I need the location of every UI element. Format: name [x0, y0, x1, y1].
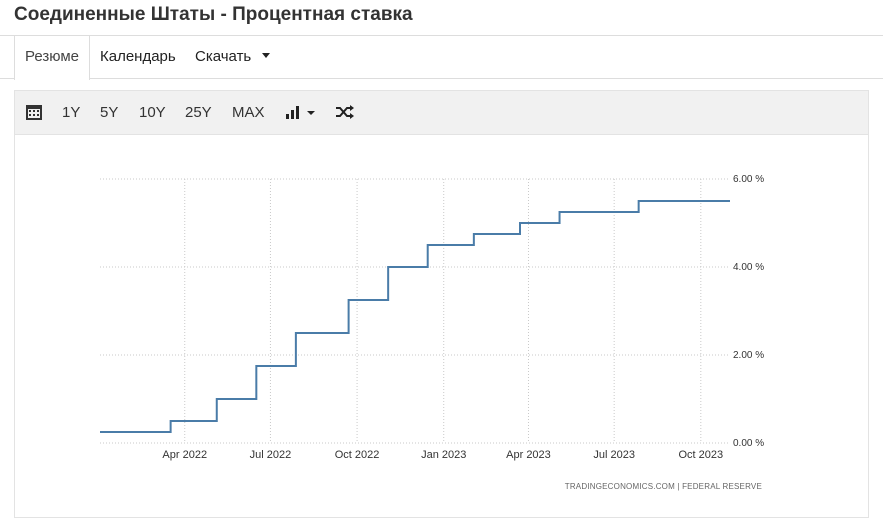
x-tick-label: Jul 2022 [250, 449, 292, 461]
y-tick-label: 2.00 % [733, 350, 764, 361]
x-tick-label: Apr 2023 [506, 449, 551, 461]
tab-download[interactable]: Скачать [195, 36, 271, 79]
range-25y-button[interactable]: 25Y [185, 104, 212, 121]
chevron-down-icon [307, 111, 315, 115]
chart-toolbar: 1Y 5Y 10Y 25Y MAX [15, 91, 868, 135]
interest-rate-chart: 0.00 % 2.00 % 4.00 % 6.00 % Apr 2022 Jul 202… [100, 174, 764, 491]
calendar-icon[interactable] [25, 103, 43, 126]
source-attribution: TRADINGECONOMICS.COM | FEDERAL RESERVE [565, 482, 762, 491]
range-1y-button[interactable]: 1Y [62, 104, 81, 121]
x-tick-label: Jan 2023 [421, 449, 466, 461]
tab-summary-label: Резюме [25, 48, 79, 65]
x-tick-label: Jul 2023 [593, 449, 635, 461]
x-axis: Apr 2022 Jul 2022 Oct 2022 Jan 2023 Apr 2023… [162, 449, 723, 461]
tab-bar: Резюме Календарь Скачать [0, 35, 883, 80]
page-title: Соединенные Штаты - Процентная ставка [14, 4, 413, 25]
chart-grid [100, 178, 730, 444]
chevron-down-icon [262, 53, 271, 58]
y-tick-label: 0.00 % [733, 438, 764, 449]
y-tick-label: 4.00 % [733, 262, 764, 273]
tab-calendar-label: Календарь [100, 48, 176, 65]
series-line [100, 200, 730, 433]
range-10y-button[interactable]: 10Y [139, 104, 166, 121]
range-max-button[interactable]: MAX [232, 104, 265, 121]
x-tick-label: Apr 2022 [162, 449, 207, 461]
x-tick-label: Oct 2022 [335, 449, 380, 461]
shuffle-icon[interactable] [335, 104, 355, 125]
y-axis: 0.00 % 2.00 % 4.00 % 6.00 % [733, 174, 764, 449]
tab-calendar[interactable]: Календарь [100, 36, 176, 79]
chart-panel: 1Y 5Y 10Y 25Y MAX 0.00 % 2.00 % 4.00 % 6.00… [14, 90, 869, 518]
y-tick-label: 6.00 % [733, 174, 764, 185]
x-tick-label: Oct 2023 [678, 449, 723, 461]
bar-chart-icon[interactable] [285, 104, 319, 125]
tab-download-label: Скачать [195, 48, 252, 65]
tab-summary[interactable]: Резюме [14, 36, 90, 80]
range-5y-button[interactable]: 5Y [100, 104, 119, 121]
